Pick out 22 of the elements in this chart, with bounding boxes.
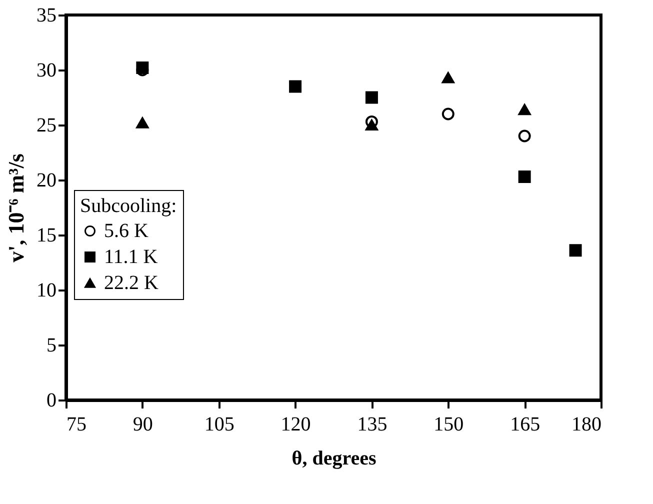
y-axis-title: v', 10⁻⁶ m³/s — [4, 153, 28, 262]
x-tick-label: 180 — [572, 414, 602, 436]
x-axis-title: θ, degrees — [292, 448, 376, 470]
legend-label: 5.6 K — [104, 220, 149, 242]
y-tick-label: 15 — [36, 224, 56, 246]
x-tick-label: 90 — [132, 414, 153, 436]
x-tick-label: 120 — [280, 414, 311, 436]
x-tick-label: 105 — [204, 414, 234, 436]
legend-label: 11.1 K — [104, 246, 158, 268]
legend-title: Subcooling: — [80, 195, 177, 217]
legend-label: 22.2 K — [104, 272, 159, 294]
y-tick-label: 10 — [36, 280, 56, 302]
x-tick-label: 165 — [510, 414, 540, 436]
y-tick-label: 20 — [36, 170, 56, 192]
x-tick-label: 75 — [66, 414, 86, 436]
y-tick-label: 25 — [36, 114, 56, 136]
y-tick-label: 35 — [36, 4, 56, 26]
x-tick-label: 135 — [357, 414, 388, 436]
x-tick-label: 150 — [434, 414, 464, 436]
y-tick-label: 5 — [46, 334, 56, 356]
y-tick-label: 0 — [46, 390, 56, 412]
y-tick-label: 30 — [36, 60, 56, 82]
